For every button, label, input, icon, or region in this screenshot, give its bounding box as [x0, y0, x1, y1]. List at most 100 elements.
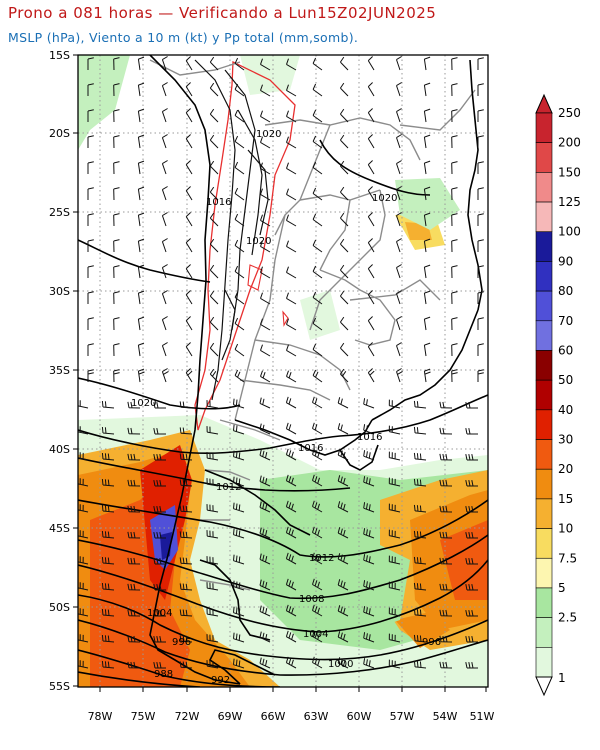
wind-barb [312, 291, 323, 305]
wind-barb [285, 448, 297, 461]
colorbar-label: 70 [558, 314, 573, 328]
wind-barb [286, 214, 297, 227]
wind-barb [451, 109, 458, 123]
wind-barb [439, 401, 453, 409]
wind-barb [234, 343, 245, 357]
wind-barb [101, 660, 115, 669]
wind-barb [209, 186, 219, 201]
wind-barb [153, 636, 166, 643]
wind-barb [161, 342, 168, 357]
lat-label: 30S [49, 285, 70, 298]
wind-barb [285, 552, 297, 565]
colorbar-label: 2.5 [558, 611, 577, 625]
wind-barb [233, 398, 245, 409]
wind-barb [312, 239, 323, 253]
andes-contour [194, 60, 296, 431]
wind-barb [101, 452, 115, 461]
wind-barb [451, 135, 458, 149]
isobar-label: 1020 [131, 398, 156, 409]
wind-barb [87, 57, 94, 70]
colorbar-label: 7.5 [558, 551, 577, 565]
wind-barb [233, 502, 245, 513]
wind-barb [363, 476, 375, 487]
wind-barbs [78, 56, 484, 669]
wind-barb [113, 291, 120, 305]
wind-barb [312, 343, 323, 357]
lon-label: 75W [131, 710, 156, 723]
colorbar-label: 90 [558, 254, 573, 268]
wind-barb [179, 661, 193, 669]
wind-barb [161, 290, 168, 305]
wind-barb [285, 656, 297, 669]
colorbar-swatch [535, 201, 553, 233]
colorbar-swatch [535, 320, 553, 351]
wind-barb [388, 477, 401, 487]
wind-barb [451, 265, 458, 279]
wind-barb [465, 584, 478, 591]
wind-barb [234, 135, 245, 149]
wind-barb [286, 136, 297, 149]
wind-barb [285, 474, 297, 487]
colorbar-label: 60 [558, 343, 573, 357]
lon-label: 60W [347, 710, 372, 723]
wind-barb [259, 579, 271, 591]
wind-barb [260, 292, 271, 305]
wind-barb [337, 397, 349, 409]
wind-barb [87, 135, 94, 148]
wind-barb [465, 558, 478, 565]
wind-barb [439, 583, 453, 591]
wind-barb [465, 506, 478, 513]
wind-barb [153, 506, 166, 513]
wind-barb [259, 397, 271, 409]
wind-barb [339, 290, 349, 305]
wind-barb [477, 265, 484, 278]
wind-barb [209, 264, 219, 279]
wind-barb [161, 134, 168, 149]
colorbar-label: 30 [558, 433, 573, 447]
wind-barb [161, 82, 168, 97]
wind-barb [153, 402, 166, 409]
isobar-label: 996 [422, 637, 441, 648]
wind-barb [439, 531, 453, 539]
wind-barb [127, 531, 141, 539]
wind-barb [285, 526, 297, 539]
wind-barb [113, 239, 120, 253]
wind-barb [127, 505, 141, 513]
wind-barb [101, 582, 115, 591]
wind-barb [413, 660, 427, 669]
wind-barb [451, 239, 458, 253]
wind-barb [233, 606, 245, 617]
wind-barb [312, 83, 323, 97]
wind-barb [78, 478, 89, 487]
colorbar-swatch [535, 231, 553, 262]
colorbar-label: 1 [558, 671, 566, 685]
wind-barb [465, 610, 478, 617]
wind-barb [339, 108, 349, 123]
wind-barb [286, 84, 297, 97]
wind-barb [285, 578, 297, 591]
isobar-label: 1004 [147, 608, 172, 619]
wind-barb [209, 56, 219, 71]
wind-barb [423, 134, 431, 149]
wind-barb [233, 450, 245, 461]
wind-barb [233, 424, 245, 435]
wind-barb [367, 290, 375, 305]
wind-barb [477, 213, 484, 226]
wind-barb [423, 316, 431, 331]
wind-barb [87, 343, 94, 356]
wind-barb [312, 474, 323, 487]
isobar-label: 1016 [206, 197, 231, 208]
wind-barb [439, 505, 453, 513]
longitude-axis: 78W 75W 72W 69W 66W 63W 60W 57W 54W 51W [88, 687, 495, 723]
wind-barb [285, 422, 297, 435]
wind-barb [396, 56, 402, 71]
wind-barb [137, 108, 145, 123]
wind-barb [259, 449, 271, 461]
wind-barb [423, 290, 431, 305]
wind-barb [339, 212, 349, 227]
wind-barb [233, 580, 245, 591]
wind-barb [209, 82, 219, 97]
colorbar-swatch [535, 290, 553, 322]
wind-barb [312, 448, 323, 461]
wind-barb [465, 428, 478, 435]
